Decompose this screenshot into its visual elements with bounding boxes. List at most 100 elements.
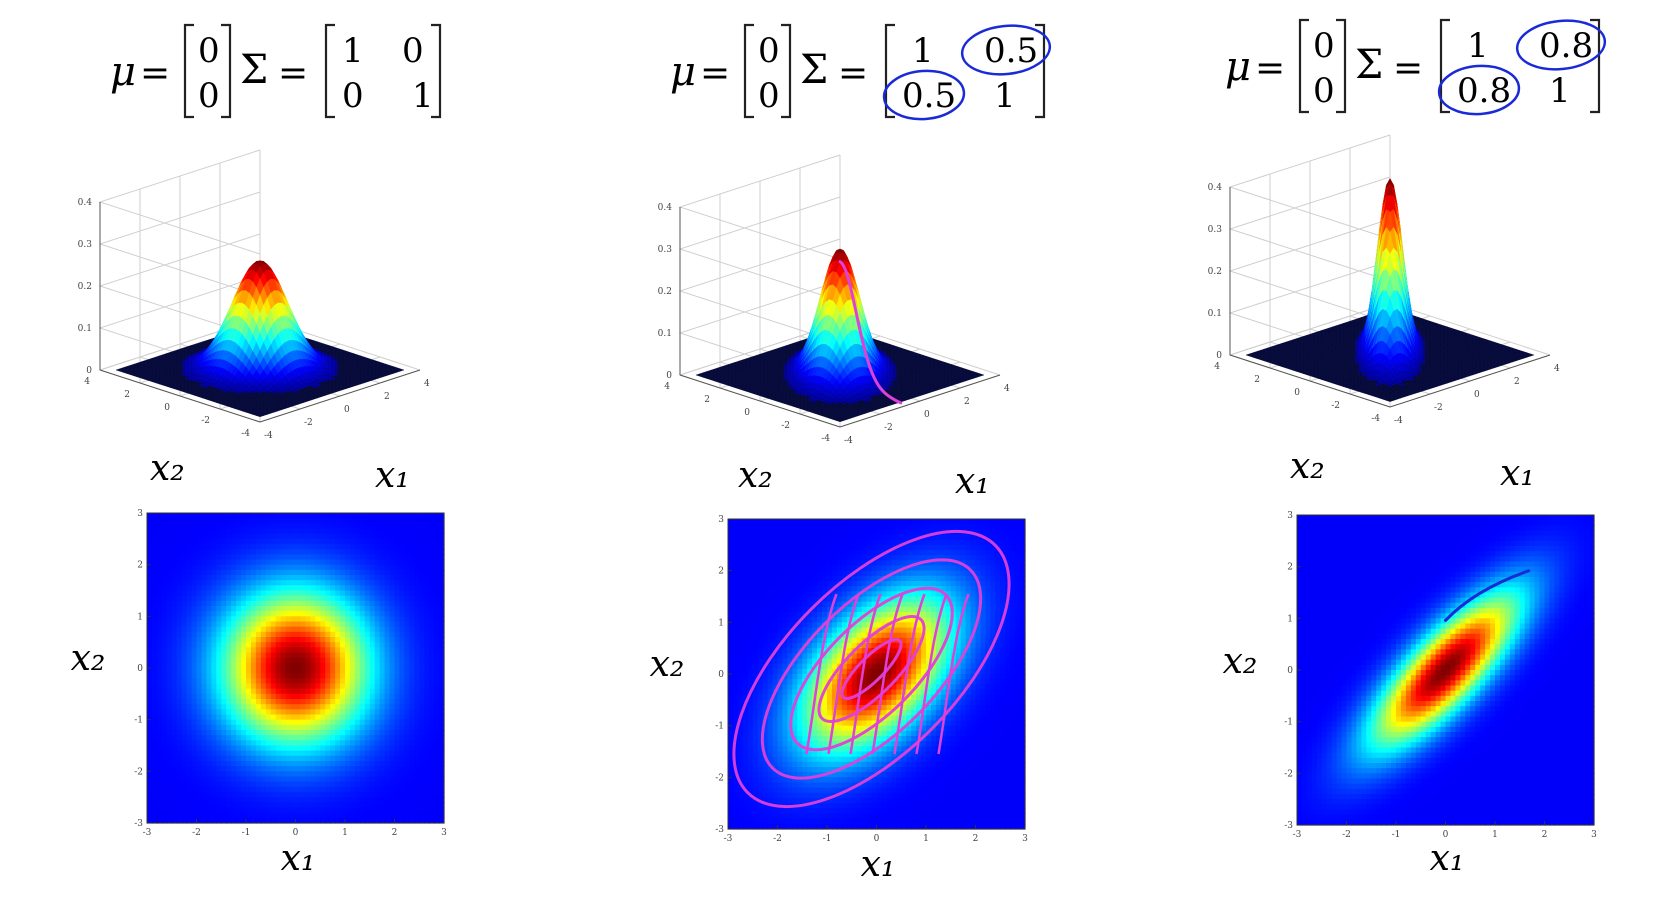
heatmap-cell (221, 730, 227, 736)
heatmap-cell (300, 663, 306, 669)
heatmap-cell (305, 694, 311, 700)
heatmap-cell (310, 529, 316, 535)
heatmap-cell (365, 653, 371, 659)
heatmap-cell (340, 704, 346, 710)
heatmap-cell (385, 596, 391, 602)
heatmap-cell (375, 684, 381, 690)
heatmap-cell (157, 637, 163, 643)
heatmap-cell (375, 694, 381, 700)
heatmap-cell (187, 616, 193, 622)
y-tick-label: -4 (241, 429, 250, 439)
heatmap-cell (206, 580, 212, 586)
heatmap-cell (305, 709, 311, 715)
heatmap-cell (409, 653, 415, 659)
heatmap-cell (409, 554, 415, 560)
heatmap-cell (281, 529, 287, 535)
heatmap-cell (182, 611, 188, 617)
heatmap-cell (236, 616, 242, 622)
heatmap-cell (256, 627, 262, 633)
heatmap-cell (266, 622, 272, 628)
heatmap-cell (256, 529, 262, 535)
heatmap-cell (310, 616, 316, 622)
heatmap-cell (162, 647, 168, 653)
heatmap-cell (211, 616, 217, 622)
heatmap-cell (226, 673, 232, 679)
heatmap-cell (266, 658, 272, 664)
heatmap-cell (271, 678, 277, 684)
heatmap-cell (206, 720, 212, 726)
heatmap-cell (414, 534, 420, 540)
heatmap-cell (261, 730, 267, 736)
heatmap-cell (276, 761, 282, 767)
heatmap-cell (211, 554, 217, 560)
heatmap-cell (206, 616, 212, 622)
heatmap-cell (256, 663, 262, 669)
heatmap-cell (414, 735, 420, 741)
heatmap-cell (434, 792, 440, 798)
heatmap-cell (157, 704, 163, 710)
heatmap-cell (305, 539, 311, 545)
heatmap-cell (192, 622, 198, 628)
heatmap-cell (291, 534, 297, 540)
heatmap-cell (345, 720, 351, 726)
heatmap-cell (251, 596, 257, 602)
heatmap-cell (187, 611, 193, 617)
heatmap-cell (424, 647, 430, 653)
heatmap-cell (256, 523, 262, 529)
heatmap-cell (276, 720, 282, 726)
heatmap-cell (291, 560, 297, 566)
heatmap-cell (395, 585, 401, 591)
heatmap-cell (291, 601, 297, 607)
heatmap-cell (385, 725, 391, 731)
heatmap-cell (246, 694, 252, 700)
heatmap-cell (320, 523, 326, 529)
heatmap-cell (355, 689, 361, 695)
heatmap-cell (197, 777, 203, 783)
heatmap-cell (157, 560, 163, 566)
heatmap-cell (409, 658, 415, 664)
heatmap-cell (340, 689, 346, 695)
heatmap-cell (197, 611, 203, 617)
heatmap-cell (424, 684, 430, 690)
heatmap-cell (355, 554, 361, 560)
heatmap-cell (429, 580, 435, 586)
heatmap-cell (246, 684, 252, 690)
heatmap-cell (429, 678, 435, 684)
heatmap-cell (246, 658, 252, 664)
heatmap-cell (315, 616, 321, 622)
equals-sign: = (278, 53, 308, 94)
heatmap-cell (157, 699, 163, 705)
heatmap-cell (424, 637, 430, 643)
heatmap-cell (241, 580, 247, 586)
heatmap-cell (296, 606, 302, 612)
heatmap-cell (434, 771, 440, 777)
heatmap-cell (216, 596, 222, 602)
heatmap-cell (390, 787, 396, 793)
heatmap-cell (251, 513, 257, 519)
heatmap-cell (261, 725, 267, 731)
heatmap-cell (276, 777, 282, 783)
heatmap-cell (266, 539, 272, 545)
heatmap-cell (152, 756, 158, 762)
heatmap-cell (286, 539, 292, 545)
heatmap-cell (325, 653, 331, 659)
heatmap-cell (167, 668, 173, 674)
heatmap-cell (330, 585, 336, 591)
heatmap-cell (226, 523, 232, 529)
heatmap-cell (409, 637, 415, 643)
z-tick-label: 0.4 (78, 198, 93, 208)
heatmap-cell (256, 684, 262, 690)
heatmap-cell (241, 684, 247, 690)
heatmap-cell (390, 771, 396, 777)
heatmap-cell (414, 725, 420, 731)
heatmap-cell (315, 715, 321, 721)
heatmap-cell (355, 746, 361, 752)
heatmap-cell (370, 730, 376, 736)
heatmap-cell (360, 529, 366, 535)
heatmap-cell (340, 699, 346, 705)
heatmap-cell (395, 704, 401, 710)
heatmap-cell (300, 606, 306, 612)
heatmap-cell (404, 539, 410, 545)
heatmap-cell (355, 616, 361, 622)
heatmap-cell (429, 653, 435, 659)
